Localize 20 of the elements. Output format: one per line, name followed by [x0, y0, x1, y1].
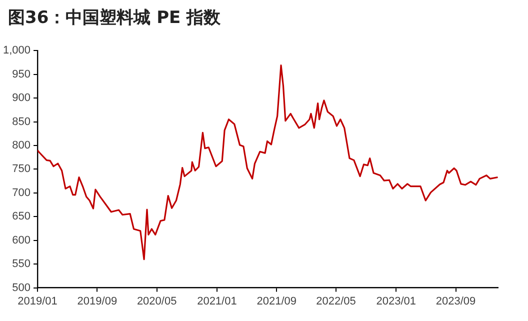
x-tick-label: 2021/01 — [197, 295, 237, 308]
x-tick-label: 2019/09 — [77, 295, 118, 308]
y-tick-label: 750 — [12, 163, 31, 176]
y-tick-label: 800 — [12, 140, 31, 152]
x-tick-label: 2021/09 — [256, 295, 296, 308]
y-tick-label: 700 — [12, 186, 31, 199]
y-tick-label: 1,000 — [2, 44, 31, 57]
chart-title: 图36：中国塑料城 PE 指数 — [7, 7, 222, 30]
x-tick-label: 2020/05 — [136, 295, 177, 308]
y-tick-label: 900 — [12, 92, 31, 104]
x-tick-label: 2019/01 — [18, 295, 58, 308]
x-tick-label: 2022/05 — [316, 295, 356, 308]
y-tick-label: 550 — [12, 258, 31, 270]
y-tick-label: 600 — [12, 234, 31, 246]
y-tick-label: 650 — [12, 210, 31, 223]
x-tick-label: 2023/01 — [376, 295, 416, 308]
y-tick-label: 850 — [12, 116, 31, 128]
y-tick-label: 500 — [12, 282, 31, 294]
y-tick-label: 950 — [12, 68, 31, 80]
x-tick-label: 2023/09 — [436, 295, 476, 308]
